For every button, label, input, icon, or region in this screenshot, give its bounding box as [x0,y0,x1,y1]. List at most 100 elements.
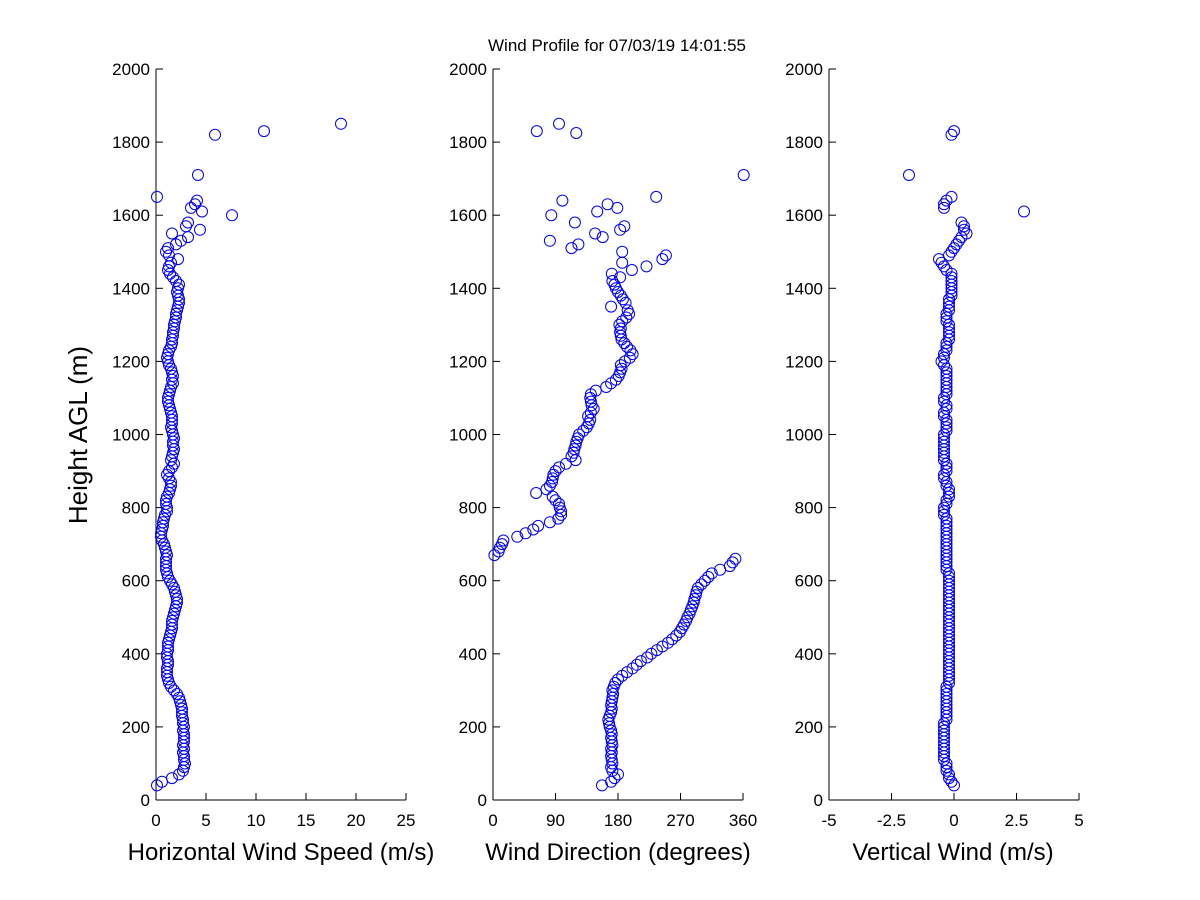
vertical-data-point [943,772,955,785]
direction-x-tick-label: 270 [666,811,694,830]
speed-data-point [161,351,173,364]
speed-data-point [175,234,187,247]
speed-y-tick-label: 0 [141,791,150,810]
speed-data-point [169,585,181,598]
direction-data-point [675,622,688,635]
direction-data-point [613,318,626,331]
speed-data-point [170,589,182,602]
direction-data-point [737,169,750,181]
vertical-panel: 0 200 400 600 800 1000 1200 1400 1600 1800 2000 -5… [785,60,1084,866]
speed-data-point [162,348,174,361]
vertical-data-point [940,761,953,774]
vertical-data-point [940,757,953,770]
vertical-data-point [960,227,973,240]
direction-y-tick-label: 2000 [449,60,487,79]
direction-data-point [620,311,633,324]
direction-data-point [605,267,618,280]
vertical-data-point [958,220,970,233]
direction-data-point [666,633,679,646]
speed-y-tick-label: 600 [122,572,150,591]
direction-y-tick-label: 400 [459,645,487,664]
direction-data-point [543,516,556,529]
direction-data-point [553,117,565,130]
vertical-data-point [938,468,950,481]
speed-data-point [175,699,187,711]
vertical-data-point [938,428,950,441]
direction-data-point [608,772,621,785]
vertical-data-point [940,688,953,700]
direction-data-point [605,300,618,313]
speed-y-tick-label: 200 [122,718,150,737]
vertical-data-point [935,256,948,269]
vertical-data-point [940,421,953,434]
speed-data-point [166,772,178,785]
vertical-data-point [938,260,950,273]
speed-x-tick-label: 20 [347,811,366,830]
speed-data-point [162,242,174,255]
direction-y-tick-label: 1600 [449,206,487,225]
direction-data-point [582,410,595,423]
vertical-data-point [940,764,953,777]
direction-data-point [659,249,672,262]
vertical-data-point [938,501,950,514]
speed-data-point [258,125,270,138]
direction-data-point [614,223,627,236]
direction-data-point [596,231,609,244]
direction-y-tick-label: 1200 [449,352,487,371]
vertical-data-point [938,198,950,211]
vertical-x-tick-label: -5 [821,811,836,830]
speed-data-point [151,190,163,203]
vertical-data-point [943,574,955,587]
vertical-x-axis-label: Vertical Wind (m/s) [852,839,1053,866]
speed-data-point [167,611,179,624]
vertical-y-tick-label: 0 [814,791,823,810]
direction-data-point [553,497,565,510]
vertical-data-point [938,432,950,445]
direction-data-point [662,636,674,649]
vertical-x-tick-label: -2.5 [877,811,906,830]
vertical-y-tick-label: 800 [795,499,823,518]
vertical-y-tick-label: 1600 [785,206,823,225]
direction-y-tick-label: 1800 [449,133,487,152]
speed-data-point [168,432,180,445]
vertical-data-point [943,326,955,339]
direction-data-point [640,260,653,273]
vertical-data-point [955,216,968,229]
speed-data-point [168,607,180,620]
vertical-data-point [940,479,953,492]
speed-x-axis-label: Horizontal Wind Speed (m/s) [128,839,435,866]
speed-data-point [166,450,178,463]
speed-data-point [171,286,183,298]
speed-data-point [168,684,180,697]
speed-data-point [165,479,177,492]
speed-data-point [167,428,179,441]
vertical-data-point [945,190,958,203]
vertical-data-point [943,487,955,499]
speed-x-tick-label: 10 [247,811,266,830]
direction-data-point [572,238,585,251]
direction-data-point [705,567,718,580]
vertical-data-point [938,472,950,485]
speed-data-point [163,359,175,372]
vertical-data-point [940,340,953,353]
vertical-data-point [945,128,958,141]
vertical-data-point [943,322,955,335]
speed-data-point [194,223,206,236]
direction-data-point [614,271,627,284]
direction-data-point [626,662,639,675]
speed-data-point [173,278,185,291]
vertical-y-tick-label: 400 [795,645,823,664]
speed-data-point [191,194,203,207]
direction-data-point [641,651,654,664]
vertical-data-point [940,680,953,693]
vertical-data-point [945,275,958,287]
speed-data-point [163,249,175,262]
speed-y-tick-label: 1200 [112,352,150,371]
speed-y-tick-label: 2000 [112,60,150,79]
vertical-data-point [940,402,953,415]
speed-y-tick-label: 1000 [112,426,150,445]
direction-x-axis-label: Wind Direction (degrees) [485,839,750,866]
direction-data-point [549,465,562,478]
vertical-data-point [935,355,948,368]
vertical-data-point [950,238,963,251]
